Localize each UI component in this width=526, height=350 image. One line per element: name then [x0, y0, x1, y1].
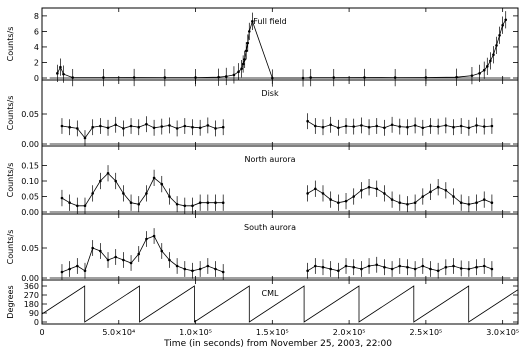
panel-label: South aurora: [244, 223, 296, 232]
x-tick-label: 1.5×10⁵: [256, 328, 289, 337]
y-tick-label: 0: [34, 318, 39, 327]
data-point: [56, 72, 59, 75]
y-tick-label: 2: [34, 58, 39, 67]
y-tick-label: 0.05: [21, 244, 39, 253]
y-tick-label: 0.00: [21, 140, 39, 149]
y-tick-label: 0.05: [21, 193, 39, 202]
y-tick-label: 0.00: [21, 208, 39, 217]
y-axis-label: Degrees: [6, 285, 15, 318]
x-tick-label: 5.0×10⁴: [102, 328, 135, 337]
y-tick-label: 0.10: [21, 177, 39, 186]
series-trace: [57, 20, 505, 78]
y-tick-label: 8: [34, 12, 39, 21]
panel-north-aurora: 0.00 0.05 0.10 0.15 Counts/s North aurora: [6, 146, 518, 217]
x-axis-label: Time (in seconds) from November 25, 2003…: [163, 339, 392, 349]
cml-sawtooth: [42, 286, 518, 322]
y-tick-label: 360: [24, 282, 39, 291]
y-tick-label: 6: [34, 27, 39, 36]
panel-label: Full field: [253, 17, 286, 26]
series-trace: [62, 173, 492, 206]
series-trace: [62, 236, 492, 272]
x-tick-label: 0: [39, 328, 44, 337]
y-axis-label: Counts/s: [6, 96, 15, 131]
x-tick-label: 2.0×10⁵: [333, 328, 366, 337]
panel-label: North aurora: [244, 155, 295, 164]
y-axis-label: Counts/s: [6, 230, 15, 265]
panel-label: CML: [262, 289, 279, 298]
series-trace: [62, 121, 492, 138]
y-tick-label: 0: [34, 74, 39, 83]
panel-frame: [42, 80, 518, 146]
panel-label: Disk: [261, 89, 279, 98]
y-tick-label: 0.15: [21, 162, 39, 171]
y-tick-label: 270: [24, 291, 39, 300]
y-tick-label: 90: [29, 309, 39, 318]
y-tick-label: 180: [24, 300, 39, 309]
y-tick-label: 4: [34, 43, 39, 52]
x-tick-label: 1.0×10⁵: [179, 328, 212, 337]
panel-disk: 0.00 0.05 Counts/s Disk: [6, 80, 518, 149]
x-tick-label: 2.5×10⁵: [409, 328, 442, 337]
y-axis-label: Counts/s: [6, 163, 15, 198]
y-tick-label: 0.05: [21, 110, 39, 119]
panel-full-field: 0 2 4 6 8 Counts/s Full field: [6, 8, 518, 87]
x-tick-label: 3.0×10⁵: [486, 328, 519, 337]
y-axis-label: Counts/s: [6, 27, 15, 62]
